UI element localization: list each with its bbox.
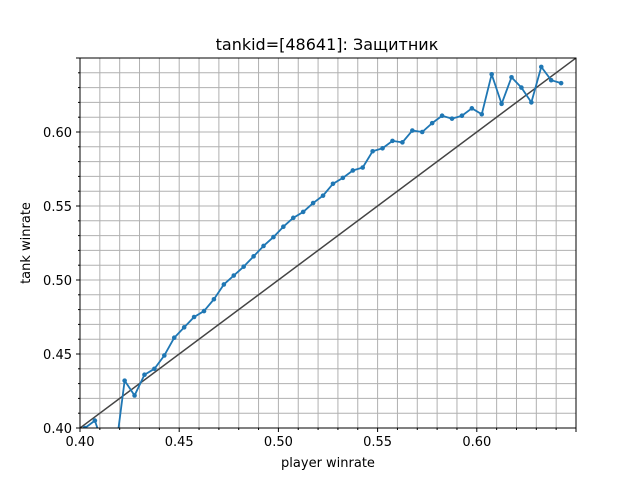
data-point	[509, 74, 514, 80]
data-point	[271, 234, 276, 240]
data-point	[449, 116, 455, 121]
data-point	[469, 106, 475, 111]
x-axis-title: player winrate	[281, 456, 375, 471]
x-tick-label: 0.40	[66, 435, 95, 450]
data-point	[300, 209, 306, 215]
data-point	[152, 366, 157, 372]
data-point	[221, 282, 227, 287]
data-point	[360, 165, 366, 170]
data-point	[400, 140, 405, 145]
data-point	[558, 80, 564, 86]
data-point	[92, 418, 98, 423]
data-point	[142, 372, 147, 378]
data-point	[181, 325, 187, 330]
data-point	[429, 120, 435, 126]
data-point	[519, 85, 524, 90]
data-point	[132, 393, 137, 398]
data-point	[82, 425, 88, 428]
data-point	[241, 264, 246, 269]
data-point	[112, 455, 117, 460]
plot-area	[80, 58, 576, 460]
y-tick-label: 0.55	[43, 200, 72, 215]
data-point	[380, 145, 385, 151]
x-tick-label: 0.55	[363, 435, 392, 450]
data-point	[281, 224, 286, 230]
data-point	[489, 71, 494, 77]
data-point	[171, 335, 177, 341]
data-point	[538, 64, 544, 70]
data-point	[340, 175, 346, 181]
data-point	[103, 448, 108, 453]
data-point	[330, 181, 336, 187]
reference-line	[80, 58, 576, 428]
data-point	[201, 308, 207, 314]
data-point	[251, 254, 256, 259]
y-tick-label: 0.45	[43, 348, 72, 363]
ticks: 0.40 0.45 0.50 0.55 0.60 0.40 0.45 0.50 0.55 0.60	[43, 57, 577, 450]
plot-frame	[79, 57, 577, 429]
data-point	[320, 193, 326, 198]
data-point	[122, 378, 127, 383]
grid	[79, 57, 577, 429]
data-point	[479, 111, 485, 117]
data-point	[261, 243, 266, 249]
data-point	[390, 138, 395, 144]
data-point	[231, 273, 237, 278]
data-point	[350, 168, 356, 173]
y-tick-label: 0.50	[43, 274, 72, 289]
x-tick-label: 0.45	[165, 435, 194, 450]
data-point	[499, 101, 504, 107]
data-point	[548, 77, 554, 83]
y-tick-label: 0.60	[43, 126, 72, 141]
y-tick-label: 0.40	[43, 422, 72, 437]
chart-title: tankid=[48641]: Защитник	[216, 35, 439, 54]
data-point	[439, 113, 445, 119]
data-point	[290, 215, 296, 221]
data-point	[410, 128, 415, 133]
data-point	[310, 200, 316, 206]
series-line	[84, 65, 562, 428]
data-point	[419, 129, 425, 135]
x-tick-label: 0.60	[462, 435, 491, 450]
x-tick-label: 0.50	[264, 435, 293, 450]
data-point	[211, 296, 217, 302]
data-point	[162, 353, 167, 358]
data-point	[459, 113, 465, 119]
data-point	[370, 148, 375, 154]
data-point	[529, 100, 534, 105]
y-axis-title: tank winrate	[19, 202, 34, 284]
data-point	[191, 314, 197, 320]
